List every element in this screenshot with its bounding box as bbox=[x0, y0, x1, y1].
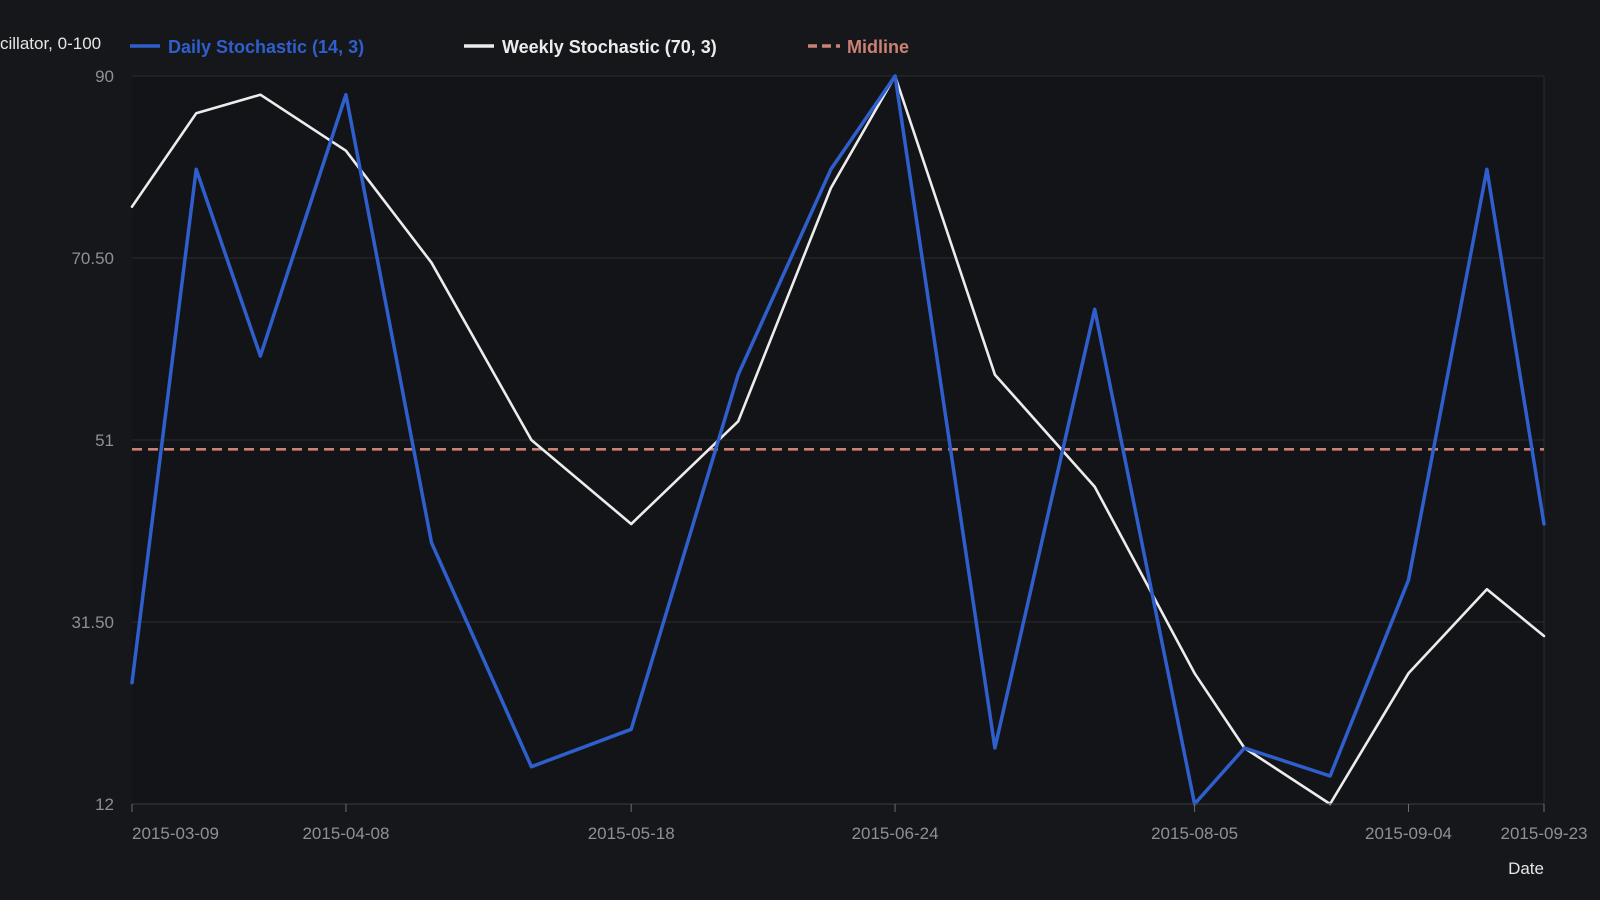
axes-layer: 12 31.50 51 70.50 90 2015-03-09 2015-04-08 2015… bbox=[71, 67, 1587, 843]
legend: Daily Stochastic (14, 3) Weekly Stochast… bbox=[130, 37, 909, 57]
legend-item-weekly: Weekly Stochastic (70, 3) bbox=[464, 37, 717, 57]
series-layer bbox=[130, 74, 1546, 806]
x-tick-label: 2015-09-23 bbox=[1501, 824, 1588, 843]
legend-label-weekly: Weekly Stochastic (70, 3) bbox=[502, 37, 717, 57]
x-axis-title: Date bbox=[1508, 859, 1544, 878]
x-tick-label: 2015-06-24 bbox=[852, 824, 939, 843]
legend-label-midline: Midline bbox=[847, 37, 909, 57]
y-tick-label: 51 bbox=[95, 431, 114, 450]
daily-stochastic-line bbox=[130, 74, 1546, 806]
x-tick-label: 2015-03-09 bbox=[132, 824, 219, 843]
y-tick-label: 70.50 bbox=[71, 249, 114, 268]
legend-item-midline: Midline bbox=[808, 37, 909, 57]
y-tick-label: 12 bbox=[95, 795, 114, 814]
y-tick-label: 31.50 bbox=[71, 613, 114, 632]
x-tick-label: 2015-08-05 bbox=[1151, 824, 1238, 843]
x-tick-label: 2015-09-04 bbox=[1365, 824, 1452, 843]
x-tick-label: 2015-04-08 bbox=[302, 824, 389, 843]
legend-item-daily: Daily Stochastic (14, 3) bbox=[130, 37, 364, 57]
y-axis-title: cillator, 0-100 bbox=[0, 34, 101, 53]
y-tick-label: 90 bbox=[95, 67, 114, 86]
x-tick-label: 2015-05-18 bbox=[588, 824, 675, 843]
legend-label-daily: Daily Stochastic (14, 3) bbox=[168, 37, 364, 57]
